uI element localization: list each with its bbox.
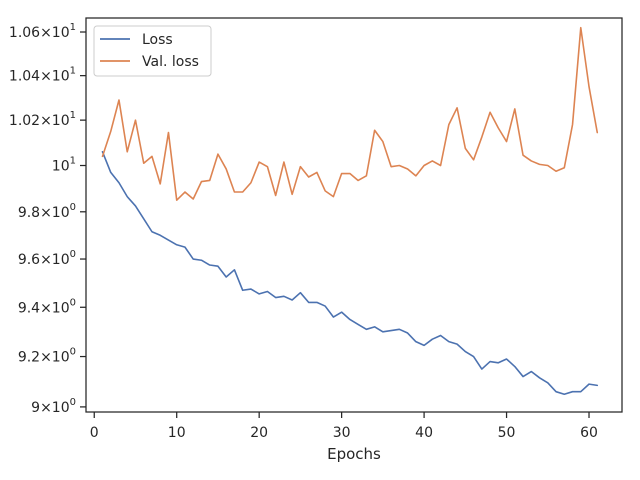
- y-tick-base: 9: [31, 400, 40, 416]
- y-tick-base: 9.8: [18, 205, 40, 221]
- x-tick-label: 30: [333, 425, 351, 441]
- x-tick-label: 20: [250, 425, 268, 441]
- x-axis: 0 10 20 30 40 50 60: [90, 412, 598, 441]
- y-tick-label: 9.6×100: [18, 249, 76, 268]
- plot-series: [101, 26, 599, 396]
- y-tick-times: ×10: [40, 350, 70, 366]
- y-tick-label: 9×100: [31, 397, 76, 416]
- y-tick-label: 1.02×101: [9, 110, 76, 129]
- y-tick-exponent: 0: [70, 347, 76, 358]
- series-line-1: [101, 26, 599, 201]
- y-tick-base: 9.2: [18, 350, 40, 366]
- y-tick-base: 10: [52, 159, 70, 175]
- y-tick-label: 9.2×100: [18, 347, 76, 366]
- y-tick-base: 1.02: [9, 113, 40, 129]
- y-tick-exponent: 1: [70, 110, 76, 121]
- y-tick-exponent: 0: [70, 297, 76, 308]
- y-tick-exponent: 0: [70, 202, 76, 213]
- x-tick-label: 10: [168, 425, 186, 441]
- y-tick-base: 1.06: [9, 25, 40, 41]
- legend-label-1: Val. loss: [142, 54, 199, 70]
- y-tick-times: ×10: [40, 400, 70, 416]
- y-tick-times: ×10: [40, 252, 70, 268]
- legend: Loss Val. loss: [93, 25, 212, 77]
- y-tick-label: 9.4×100: [18, 297, 76, 316]
- y-tick-base: 1.04: [9, 69, 40, 85]
- y-tick-exponent: 1: [70, 66, 76, 77]
- x-axis-label: Epochs: [327, 445, 381, 463]
- x-tick-label: 50: [498, 425, 516, 441]
- x-tick-label: 0: [90, 425, 99, 441]
- y-tick-label: 9.8×100: [18, 202, 76, 221]
- y-tick-exponent: 0: [70, 397, 76, 408]
- x-tick-label: 60: [580, 425, 598, 441]
- y-tick-times: ×10: [40, 205, 70, 221]
- x-tick-label: 40: [415, 425, 433, 441]
- y-tick-exponent: 0: [70, 249, 76, 260]
- y-tick-times: ×10: [40, 300, 70, 316]
- y-tick-label: 1.04×101: [9, 66, 76, 85]
- y-tick-times: ×10: [40, 69, 70, 85]
- y-tick-base: 9.4: [18, 300, 40, 316]
- y-tick-label: 101: [52, 156, 76, 175]
- legend-label-0: Loss: [142, 32, 173, 48]
- plot-frame: [85, 17, 623, 413]
- y-tick-times: ×10: [40, 113, 70, 129]
- y-tick-base: 9.6: [18, 252, 40, 268]
- y-axis: 9×1009.2×1009.4×1009.6×1009.8×1001011.02…: [9, 22, 86, 416]
- y-tick-times: ×10: [40, 25, 70, 41]
- y-tick-exponent: 1: [70, 22, 76, 33]
- y-tick-label: 1.06×101: [9, 22, 76, 41]
- series-line-0: [101, 151, 599, 396]
- y-tick-exponent: 1: [70, 156, 76, 167]
